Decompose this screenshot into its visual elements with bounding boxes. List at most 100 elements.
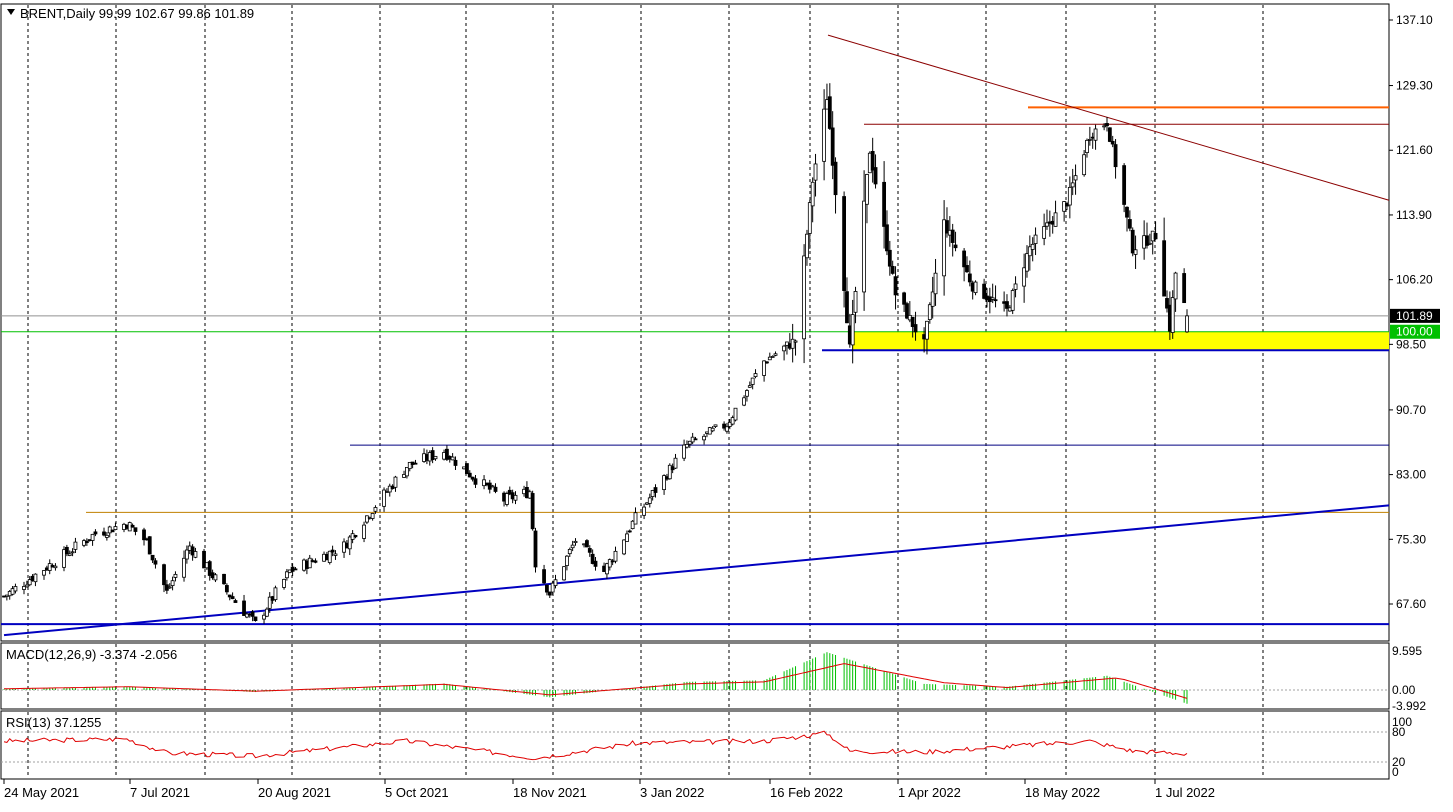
candle-body	[750, 377, 755, 385]
price-label-box	[1390, 308, 1440, 323]
candle-body	[293, 568, 298, 571]
candle-body	[1127, 219, 1132, 229]
candle-body	[747, 385, 752, 388]
candle-body	[167, 586, 172, 589]
candle-body	[862, 200, 867, 293]
candle-body	[1010, 290, 1015, 311]
candle-body	[662, 475, 666, 491]
candle-body	[950, 229, 955, 243]
candle-body	[553, 579, 558, 586]
candle-body	[24, 584, 29, 588]
candle-body	[902, 292, 907, 305]
price-overlays	[1, 34, 1390, 637]
candle-body	[73, 541, 78, 550]
candle-body	[1033, 234, 1038, 244]
candle-body	[1013, 283, 1018, 290]
candle-body	[887, 249, 892, 267]
candle-body	[870, 151, 875, 171]
candle-body	[687, 440, 692, 445]
candle-body	[1173, 272, 1178, 300]
candle-body	[113, 526, 118, 530]
candle-body	[570, 544, 575, 549]
rising-trendline	[3, 504, 1390, 637]
candle-body	[262, 614, 266, 620]
candle-body	[807, 202, 812, 234]
falling-resistance-line	[827, 34, 1390, 201]
candle-body	[130, 524, 135, 528]
candle-body	[387, 485, 392, 493]
price-tick-label: 113.90	[1396, 208, 1432, 222]
candle-body	[530, 493, 535, 530]
candle-body	[153, 560, 158, 565]
macd-tick-label: -3.992	[1392, 699, 1426, 713]
candle-body	[102, 531, 106, 536]
candle-body	[1087, 138, 1092, 141]
candle-body	[1145, 235, 1149, 246]
candle-body	[453, 459, 458, 466]
candle-body	[1110, 140, 1115, 145]
candle-body	[162, 564, 166, 586]
candle-body	[925, 320, 929, 340]
candle-body	[353, 535, 358, 538]
candle-body	[70, 551, 75, 554]
candle-body	[13, 586, 18, 592]
candle-body	[110, 529, 115, 533]
candle-body	[547, 591, 552, 596]
candle-body	[853, 291, 858, 313]
candle-body	[942, 219, 947, 277]
rsi-tick-label: 0	[1392, 765, 1399, 779]
rsi-panel-frame	[0, 710, 1390, 780]
candle-body	[273, 587, 278, 600]
candle-body	[910, 316, 915, 327]
candle-body	[810, 181, 815, 207]
candle-body	[133, 527, 138, 532]
candle-body	[22, 586, 26, 590]
candle-body	[1027, 246, 1032, 257]
candle-body	[1122, 165, 1127, 205]
candle-body	[505, 493, 509, 505]
candle-body	[1102, 125, 1107, 128]
candle-body	[227, 594, 232, 598]
macd-layer	[1, 652, 1389, 704]
candle-body	[773, 353, 778, 356]
candle-body	[490, 485, 495, 488]
candle-body	[222, 573, 226, 585]
candle-body	[393, 476, 398, 488]
candle-body	[633, 512, 638, 525]
candle-body	[550, 582, 555, 593]
price-tick-label: 90.70	[1396, 403, 1426, 417]
candle-body	[642, 506, 646, 516]
candle-body	[382, 489, 386, 507]
date-tick-label: 5 Oct 2021	[385, 785, 449, 800]
candle-body	[465, 463, 469, 475]
candle-body	[1073, 175, 1078, 181]
candle-body	[233, 600, 238, 603]
candle-body	[1042, 226, 1047, 239]
candles	[2, 83, 1189, 624]
candle-body	[1133, 249, 1138, 255]
candle-body	[253, 616, 258, 622]
candle-body	[882, 181, 887, 227]
candle-body	[913, 324, 918, 333]
price-tick-label: 98.50	[1396, 337, 1426, 351]
candle-body	[33, 573, 38, 583]
candle-body	[542, 569, 546, 584]
candle-body	[593, 560, 598, 567]
chart-header: BRENT,Daily 99.99 102.67 99.86 101.89	[20, 6, 254, 21]
rsi-label: RSI(13) 37.1255	[6, 715, 101, 730]
chevron-down-icon[interactable]	[7, 9, 15, 15]
macd-label: MACD(12,26,9) -3.374 -2.056	[6, 647, 177, 662]
price-label-text: 101.89	[1396, 309, 1433, 323]
candle-body	[982, 283, 987, 299]
support-zone	[852, 331, 1389, 351]
date-tick-label: 18 May 2022	[1025, 785, 1100, 800]
candle-body	[1185, 315, 1189, 333]
candle-body	[224, 585, 229, 593]
candle-body	[725, 426, 729, 432]
candle-body	[585, 540, 589, 548]
candle-body	[284, 571, 289, 579]
candle-body	[267, 596, 272, 609]
candle-body	[753, 373, 758, 377]
candle-body	[933, 272, 938, 295]
candle-body	[590, 553, 595, 564]
